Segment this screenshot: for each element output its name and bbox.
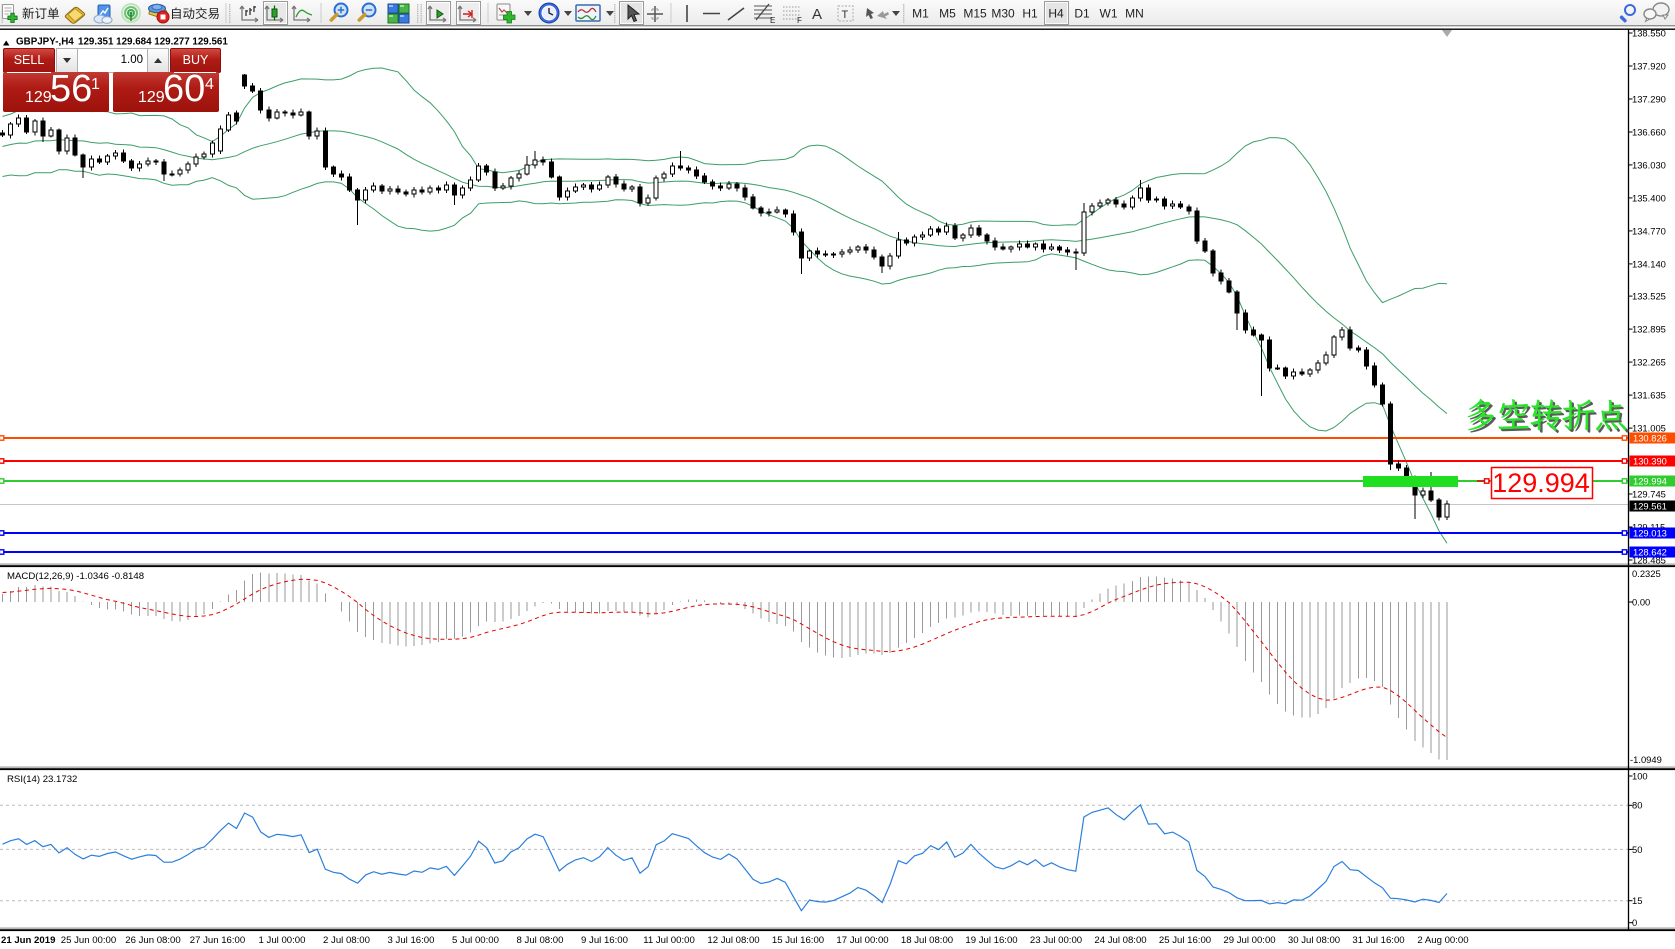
svg-text:11 Jul 00:00: 11 Jul 00:00 xyxy=(643,935,695,946)
svg-text:19 Jul 16:00: 19 Jul 16:00 xyxy=(965,935,1017,946)
svg-text:129.115: 129.115 xyxy=(1632,521,1665,532)
svg-text:MACD(12,26,9) -1.0346 -0.8148: MACD(12,26,9) -1.0346 -0.8148 xyxy=(7,571,144,582)
svg-text:M30: M30 xyxy=(991,7,1015,21)
svg-text:15: 15 xyxy=(1632,895,1642,906)
svg-text:134.140: 134.140 xyxy=(1632,258,1666,269)
svg-text:23 Jul 00:00: 23 Jul 00:00 xyxy=(1030,935,1082,946)
svg-text:131.005: 131.005 xyxy=(1632,423,1666,434)
svg-text:100: 100 xyxy=(1632,770,1648,781)
svg-text:M1: M1 xyxy=(912,7,929,21)
svg-text:80: 80 xyxy=(1632,800,1642,811)
svg-text:128.642: 128.642 xyxy=(1633,546,1667,557)
svg-text:MN: MN xyxy=(1125,7,1144,21)
svg-text:129.994: 129.994 xyxy=(1633,475,1667,486)
svg-text:130.826: 130.826 xyxy=(1633,432,1667,443)
svg-text:129.013: 129.013 xyxy=(1633,527,1667,538)
svg-text:26 Jun 08:00: 26 Jun 08:00 xyxy=(125,935,180,946)
svg-text:D1: D1 xyxy=(1074,7,1090,21)
svg-text:W1: W1 xyxy=(1100,7,1118,21)
svg-text:H1: H1 xyxy=(1022,7,1038,21)
svg-text:15 Jul 16:00: 15 Jul 16:00 xyxy=(772,935,824,946)
svg-text:GBPJPY-,H4: GBPJPY-,H4 xyxy=(16,37,74,48)
svg-text:2 Aug 00:00: 2 Aug 00:00 xyxy=(1417,935,1468,946)
svg-text:M15: M15 xyxy=(963,7,987,21)
svg-text:12 Jul 08:00: 12 Jul 08:00 xyxy=(707,935,759,946)
svg-text:T: T xyxy=(842,9,849,21)
svg-text:129.745: 129.745 xyxy=(1632,488,1666,499)
svg-text:133.525: 133.525 xyxy=(1632,291,1666,302)
svg-text:1 Jul 00:00: 1 Jul 00:00 xyxy=(259,935,306,946)
svg-text:5 Jul 00:00: 5 Jul 00:00 xyxy=(452,935,499,946)
svg-text:E: E xyxy=(770,16,775,25)
svg-text:132.265: 132.265 xyxy=(1632,357,1666,368)
svg-text:135.400: 135.400 xyxy=(1632,192,1666,203)
svg-text:0.00: 0.00 xyxy=(1632,596,1650,607)
svg-text:137.920: 137.920 xyxy=(1632,60,1666,71)
svg-text:25 Jun 00:00: 25 Jun 00:00 xyxy=(61,935,116,946)
svg-text:30 Jul 08:00: 30 Jul 08:00 xyxy=(1288,935,1340,946)
svg-text:132.895: 132.895 xyxy=(1632,324,1666,335)
svg-text:129.351 129.684 129.277 129.56: 129.351 129.684 129.277 129.561 xyxy=(78,37,228,48)
svg-text:134.770: 134.770 xyxy=(1632,225,1666,236)
svg-text:0: 0 xyxy=(1632,917,1637,928)
svg-text:129.994: 129.994 xyxy=(1492,468,1590,498)
svg-text:131.635: 131.635 xyxy=(1632,390,1666,401)
svg-text:2 Jul 08:00: 2 Jul 08:00 xyxy=(323,935,370,946)
svg-text:M5: M5 xyxy=(939,7,956,21)
svg-text:A: A xyxy=(812,6,822,23)
svg-text:9 Jul 16:00: 9 Jul 16:00 xyxy=(581,935,628,946)
svg-text:8 Jul 08:00: 8 Jul 08:00 xyxy=(517,935,564,946)
svg-text:31 Jul 16:00: 31 Jul 16:00 xyxy=(1352,935,1404,946)
svg-text:-1.0949: -1.0949 xyxy=(1630,754,1662,765)
svg-text:24 Jul 08:00: 24 Jul 08:00 xyxy=(1094,935,1146,946)
svg-text:F: F xyxy=(797,16,802,25)
svg-text:50: 50 xyxy=(1632,844,1642,855)
svg-text:138.550: 138.550 xyxy=(1632,27,1666,38)
svg-text:130.390: 130.390 xyxy=(1633,455,1667,466)
svg-text:136.030: 136.030 xyxy=(1632,159,1666,170)
svg-text:18 Jul 08:00: 18 Jul 08:00 xyxy=(901,935,953,946)
svg-text:RSI(14) 23.1732: RSI(14) 23.1732 xyxy=(7,774,77,785)
svg-text:29 Jul 00:00: 29 Jul 00:00 xyxy=(1223,935,1275,946)
svg-text:25 Jul 16:00: 25 Jul 16:00 xyxy=(1159,935,1211,946)
svg-text:137.290: 137.290 xyxy=(1632,93,1666,104)
svg-text:17 Jul 00:00: 17 Jul 00:00 xyxy=(836,935,888,946)
svg-text:21 Jun 2019: 21 Jun 2019 xyxy=(1,935,55,946)
svg-text:3 Jul 16:00: 3 Jul 16:00 xyxy=(388,935,435,946)
svg-text:136.660: 136.660 xyxy=(1632,126,1666,137)
svg-text:27 Jun 16:00: 27 Jun 16:00 xyxy=(190,935,245,946)
svg-text:128.485: 128.485 xyxy=(1632,554,1666,565)
svg-text:H4: H4 xyxy=(1048,7,1064,21)
svg-text:0.2325: 0.2325 xyxy=(1632,568,1661,579)
svg-text:129.561: 129.561 xyxy=(1633,500,1667,511)
